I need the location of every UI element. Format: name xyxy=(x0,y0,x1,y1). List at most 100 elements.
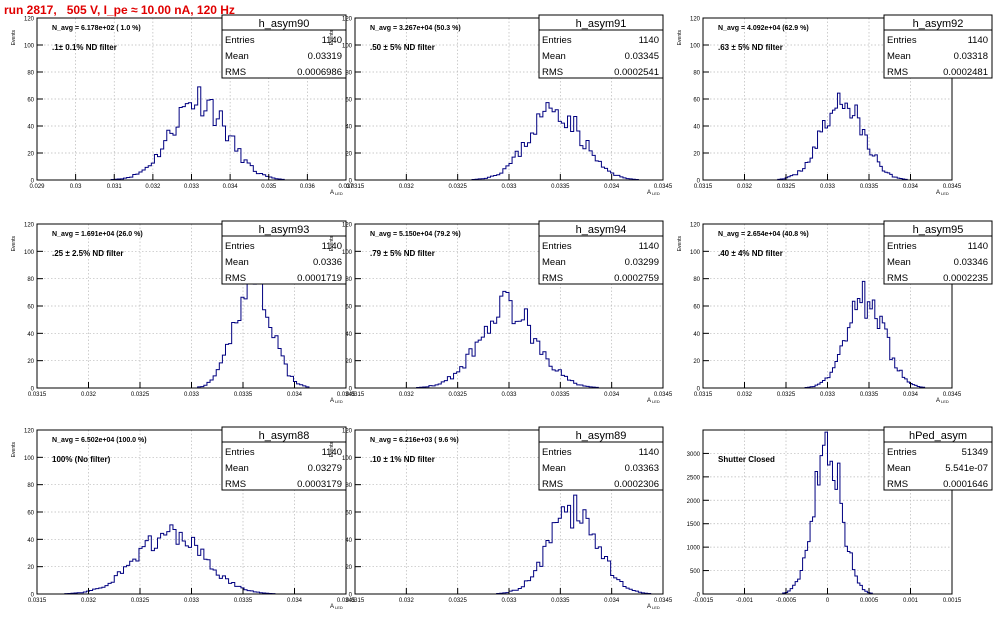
stats-value: 0.03299 xyxy=(625,257,659,268)
x-tick-label: 0.0335 xyxy=(234,392,253,398)
y-tick-label: 40 xyxy=(27,125,34,131)
x-tick-label: 0.032 xyxy=(399,392,415,398)
x-axis-title-subscript: LED xyxy=(941,191,949,196)
y-tick-label: 40 xyxy=(345,538,352,544)
x-tick-label: 0.0345 xyxy=(654,184,673,190)
stats-key: RMS xyxy=(225,273,246,284)
x-tick-label: 0.032 xyxy=(737,392,753,398)
stats-value: 1140 xyxy=(322,447,342,458)
histogram-panel-h_asym92: 0 20 40 60 80 100 120 0.0315 0.032 0.0325 0.033 0.0… xyxy=(677,14,993,196)
x-axis-title: A xyxy=(936,398,940,404)
stats-value: 0.03345 xyxy=(625,51,659,62)
stats-box-frame xyxy=(883,14,993,79)
x-tick-label: 0.0335 xyxy=(551,184,570,190)
y-tick-label: 0 xyxy=(349,593,353,599)
x-tick-label: 0.032 xyxy=(399,184,415,190)
x-axis-title: A xyxy=(647,190,651,196)
y-tick-label: 20 xyxy=(693,359,700,365)
stats-key: RMS xyxy=(225,479,246,490)
x-axis-title-subscript: LED xyxy=(335,605,343,610)
filter-label: .79 ± 5% ND filter xyxy=(370,249,435,258)
stats-box-h_asym93: h_asym93 Entries 1140 Mean 0.0336 RMS 0.000171… xyxy=(221,220,347,285)
x-tick-label: 0.034 xyxy=(604,598,620,604)
x-tick-label: 0.033 xyxy=(184,598,200,604)
x-axis-title-subscript: LED xyxy=(941,399,949,404)
x-axis-title-subscript: LED xyxy=(335,191,343,196)
x-tick-label: 0.029 xyxy=(29,184,45,190)
histogram-line xyxy=(37,267,346,389)
stats-key: Entries xyxy=(225,447,255,458)
stats-key: RMS xyxy=(225,67,246,78)
filter-label: .63 ± 5% ND filter xyxy=(718,43,783,52)
x-axis-title-subscript: LED xyxy=(652,191,660,196)
stats-key: Entries xyxy=(225,241,255,252)
stats-key: RMS xyxy=(887,479,908,490)
stats-value: 1140 xyxy=(639,447,659,458)
x-axis-title: A xyxy=(936,190,940,196)
x-tick-label: 0.0335 xyxy=(860,184,879,190)
x-tick-label: 0.0325 xyxy=(777,184,796,190)
stats-value: 0.0002235 xyxy=(943,273,988,284)
stats-key: Entries xyxy=(542,35,572,46)
x-tick-label: 0.0335 xyxy=(551,392,570,398)
histogram-line xyxy=(355,494,663,595)
y-tick-label: 60 xyxy=(27,98,34,104)
x-tick-label: 0.034 xyxy=(287,392,303,398)
filter-label: Shutter Closed xyxy=(718,455,775,464)
stats-box-h_asym92: h_asym92 Entries 1140 Mean 0.03318 RMS 0.00024… xyxy=(883,14,993,79)
x-tick-label: 0.033 xyxy=(501,392,517,398)
stats-value: 0.03363 xyxy=(625,463,659,474)
stats-value: 0.0002541 xyxy=(614,67,659,78)
stats-box-frame xyxy=(538,426,664,491)
y-tick-label: 40 xyxy=(27,332,34,338)
stats-key: Mean xyxy=(225,257,249,268)
x-tick-label: 0.033 xyxy=(184,392,200,398)
x-tick-label: 0.0015 xyxy=(943,598,962,604)
stats-value: 0.0006986 xyxy=(297,67,342,78)
x-axis-title: A xyxy=(330,398,334,404)
y-tick-label: 40 xyxy=(693,332,700,338)
y-tick-label: 120 xyxy=(690,223,701,229)
x-tick-label: 0.0315 xyxy=(694,184,713,190)
stats-value: 51349 xyxy=(962,447,988,458)
x-tick-label: 0.034 xyxy=(903,392,919,398)
x-tick-label: 0.032 xyxy=(399,598,415,604)
histogram-panel-h_asym89: 0 20 40 60 80 100 120 0.0315 0.032 0.0325 0.033 0.0… xyxy=(329,426,673,610)
y-tick-label: 40 xyxy=(345,125,352,131)
x-tick-label: -0.0015 xyxy=(693,598,714,604)
x-tick-label: 0.0345 xyxy=(654,598,673,604)
histogram-panel-h_asym88: 0 20 40 60 80 100 120 0.0315 0.032 0.0325 0.033 0.0… xyxy=(11,426,356,610)
stats-key: Mean xyxy=(542,51,566,62)
navg-label: N_avg = 6.502e+04 (100.0 %) xyxy=(52,437,147,444)
y-tick-label: 20 xyxy=(27,152,34,158)
x-axis-title: A xyxy=(647,604,651,610)
stats-box-hPed_asym: hPed_asym Entries 51349 Mean 5.541e-07 RMS 0.0… xyxy=(883,426,993,491)
x-tick-label: 0.0005 xyxy=(860,598,879,604)
filter-label: .1± 0.1% ND filter xyxy=(52,43,117,52)
y-tick-label: 80 xyxy=(693,277,700,283)
histogram-name: h_asym90 xyxy=(259,18,310,30)
x-tick-label: 0.034 xyxy=(604,184,620,190)
y-tick-label: 100 xyxy=(342,44,353,50)
y-tick-label: 2000 xyxy=(687,499,701,505)
filter-label: 100% (No filter) xyxy=(52,455,111,464)
stats-value: 0.0002481 xyxy=(943,67,988,78)
y-tick-label: 0 xyxy=(697,387,701,393)
stats-value: 0.0001719 xyxy=(297,273,342,284)
navg-label: N_avg = 2.654e+04 (40.8 %) xyxy=(718,231,809,238)
stats-value: 1140 xyxy=(968,241,988,252)
x-tick-label: 0.0335 xyxy=(551,598,570,604)
x-tick-label: 0.0325 xyxy=(448,184,467,190)
y-axis-title: Events xyxy=(329,236,335,252)
stats-box-frame xyxy=(221,220,347,285)
stats-value: 0.0002306 xyxy=(614,479,659,490)
y-tick-label: 100 xyxy=(690,44,701,50)
stats-box-frame xyxy=(538,14,664,79)
y-tick-label: 0 xyxy=(31,387,35,393)
stats-key: Mean xyxy=(887,51,911,62)
stats-box-h_asym94: h_asym94 Entries 1140 Mean 0.03299 RMS 0.00027… xyxy=(538,220,664,285)
x-tick-label: 0.031 xyxy=(107,184,123,190)
y-tick-label: 20 xyxy=(27,359,34,365)
x-axis-title: A xyxy=(647,398,651,404)
y-tick-label: 60 xyxy=(693,98,700,104)
